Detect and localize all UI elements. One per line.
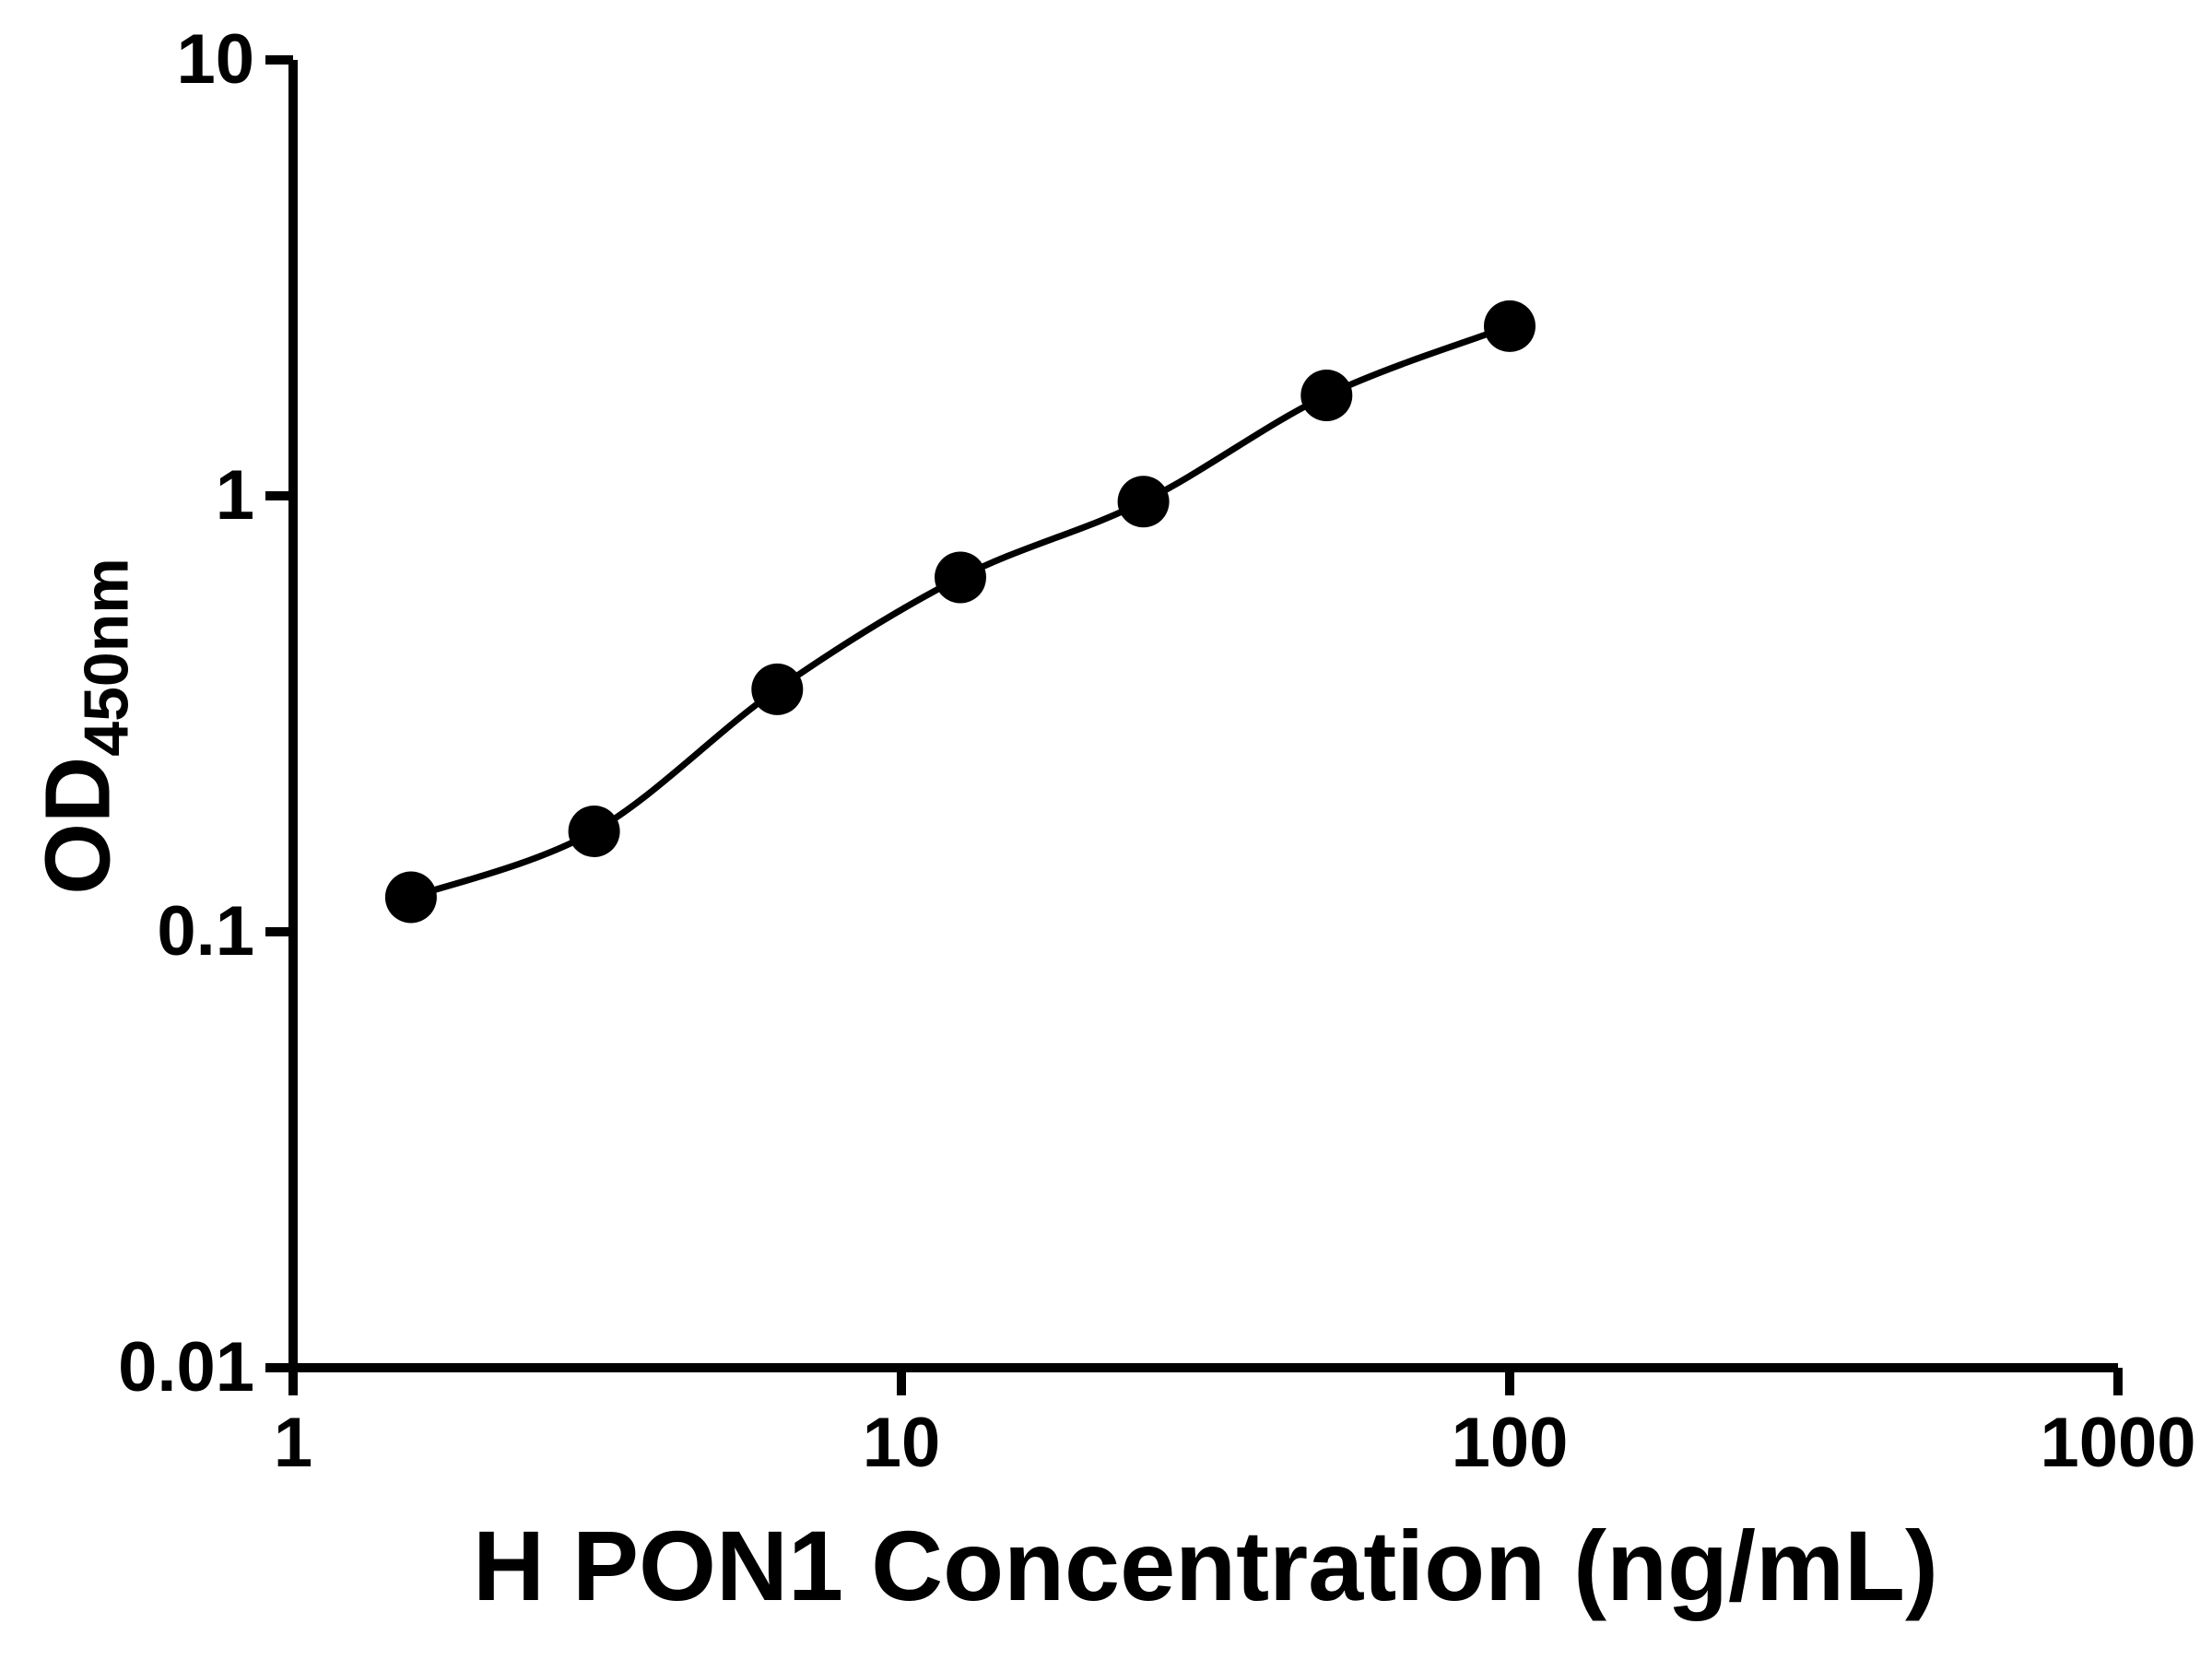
y-axis-title-main: OD bbox=[26, 756, 130, 895]
x-tick-label: 10 bbox=[862, 1404, 941, 1482]
x-tick-label: 100 bbox=[1451, 1404, 1569, 1482]
data-point-marker bbox=[935, 551, 986, 604]
y-tick-label: 10 bbox=[176, 20, 254, 99]
y-axis-title: OD450nm bbox=[27, 558, 142, 894]
x-tick-label: 1 bbox=[273, 1404, 313, 1482]
y-tick-label: 0.1 bbox=[157, 892, 254, 971]
data-point-marker bbox=[1117, 476, 1170, 528]
axes-frame bbox=[288, 60, 2118, 1372]
x-tick-label: 1000 bbox=[2040, 1404, 2196, 1482]
y-tick-label: 0.01 bbox=[118, 1328, 254, 1406]
data-point-marker bbox=[751, 663, 804, 715]
x-axis-title: H PON1 Concentration (ng/mL) bbox=[473, 1510, 1938, 1621]
y-tick-label: 1 bbox=[215, 456, 254, 535]
data-point-marker bbox=[568, 806, 620, 857]
data-point-marker bbox=[1300, 370, 1353, 421]
y-axis-title-subscript: 450nm bbox=[71, 558, 142, 757]
data-point-marker bbox=[1484, 300, 1535, 352]
data-point-marker bbox=[384, 871, 437, 924]
